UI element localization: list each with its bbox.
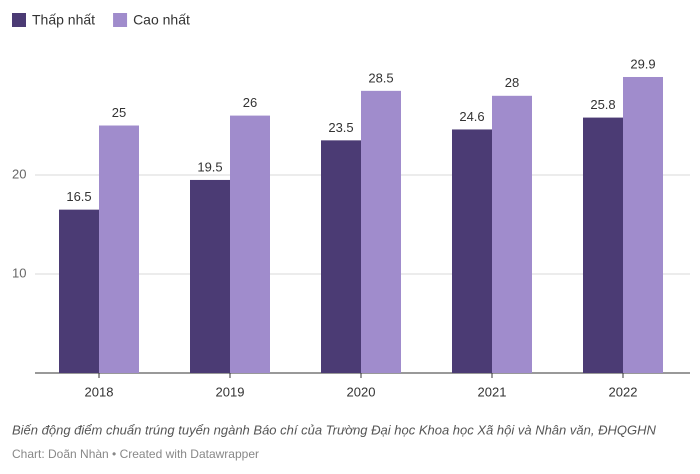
bar (623, 76, 663, 374)
bar (321, 140, 361, 373)
value-label: 28 (505, 75, 519, 90)
value-label: 26 (243, 95, 257, 110)
value-label: 25.8 (590, 97, 615, 112)
x-tick-label: 2022 (609, 384, 638, 399)
value-label: 29.9 (630, 56, 655, 71)
bar (452, 129, 492, 373)
x-tick-label: 2020 (347, 384, 376, 399)
y-tick-label: 10 (12, 265, 26, 280)
bar (230, 115, 270, 373)
value-label: 28.5 (368, 70, 393, 85)
value-label: 19.5 (197, 159, 222, 174)
bar (190, 179, 230, 373)
value-label: 25 (112, 105, 126, 120)
x-tick-label: 2018 (85, 384, 114, 399)
value-label: 23.5 (328, 120, 353, 135)
x-tick-label: 2019 (216, 384, 245, 399)
bar (59, 209, 99, 373)
bar (99, 125, 139, 373)
bar (492, 95, 532, 374)
legend-label: Thấp nhất (32, 12, 95, 28)
value-label: 24.6 (459, 109, 484, 124)
legend-swatch (113, 13, 128, 27)
legend-swatch (12, 13, 26, 27)
value-label: 16.5 (66, 189, 91, 204)
chart-source: Chart: Doãn Nhàn • Created with Datawrap… (12, 447, 259, 461)
chart-caption: Biến động điểm chuẩn trúng tuyển ngành B… (12, 422, 656, 437)
bar (583, 117, 623, 373)
y-tick-label: 20 (12, 166, 26, 181)
bar (361, 90, 401, 373)
legend-label: Cao nhất (133, 12, 190, 28)
x-tick-label: 2021 (478, 384, 507, 399)
